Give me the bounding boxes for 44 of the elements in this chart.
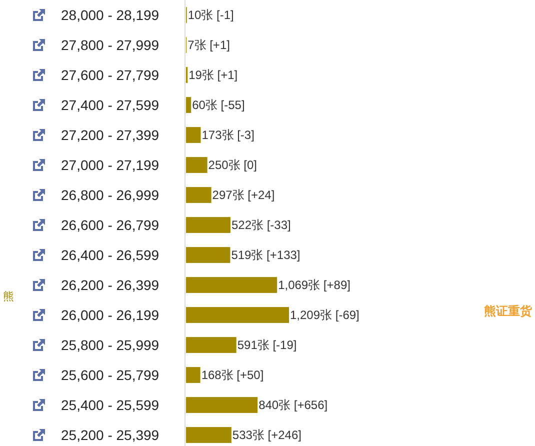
text: 熊 — [3, 290, 14, 303]
bar — [186, 337, 236, 353]
y-tick-label: 27,800 - 27,999 — [61, 36, 160, 53]
y-tick-label: 27,600 - 27,799 — [61, 66, 160, 83]
y-tick-label: 27,000 - 27,199 — [61, 156, 160, 173]
bar — [186, 247, 230, 263]
data-label: 840张 [+656] — [258, 398, 328, 412]
data-label: 60张 [-55] — [192, 98, 245, 112]
bar — [186, 97, 192, 113]
y-tick-label: 25,400 - 25,599 — [61, 396, 160, 413]
data-label: 7张 [+1] — [188, 38, 230, 52]
data-label: 10张 [-1] — [188, 8, 234, 22]
bar — [186, 427, 232, 443]
data-label: 591张 [-19] — [237, 338, 297, 352]
data-label: 519张 [+133] — [231, 248, 300, 262]
data-label: 168张 [+50] — [201, 368, 264, 382]
data-label: 1,069张 [+89] — [278, 278, 350, 292]
y-tick-label: 26,800 - 26,999 — [61, 186, 160, 203]
data-label: 19张 [+1] — [188, 68, 238, 82]
data-label: 522张 [-33] — [231, 218, 291, 232]
bar — [186, 397, 258, 413]
data-label: 250张 [0] — [208, 158, 257, 172]
y-tick-label: 28,000 - 28,199 — [61, 6, 160, 23]
y-tick-label: 27,400 - 27,599 — [61, 96, 160, 113]
bar — [186, 187, 212, 203]
bar — [186, 217, 230, 233]
y-tick-label: 25,600 - 25,799 — [61, 366, 160, 383]
data-label: 533张 [+246] — [232, 428, 302, 442]
data-label: 173张 [-3] — [202, 128, 254, 142]
y-tick-label: 26,200 - 26,399 — [61, 276, 160, 293]
bar — [186, 277, 278, 293]
data-label: 297张 [+24] — [212, 188, 275, 202]
bar — [186, 307, 289, 323]
bar — [186, 127, 201, 143]
y-tick-label: 25,800 - 25,999 — [61, 336, 160, 353]
y-tick-label: 26,000 - 26,199 — [61, 306, 160, 323]
data-label: 1,209张 [-69] — [290, 308, 360, 322]
bar — [186, 157, 208, 173]
bar — [186, 367, 200, 383]
y-tick-label: 26,400 - 26,599 — [61, 246, 160, 263]
y-tick-label: 26,600 - 26,799 — [61, 216, 160, 233]
text: 熊证重货 — [484, 304, 533, 318]
y-tick-label: 27,200 - 27,399 — [61, 126, 160, 143]
y-tick-label: 25,200 - 25,399 — [61, 426, 160, 443]
